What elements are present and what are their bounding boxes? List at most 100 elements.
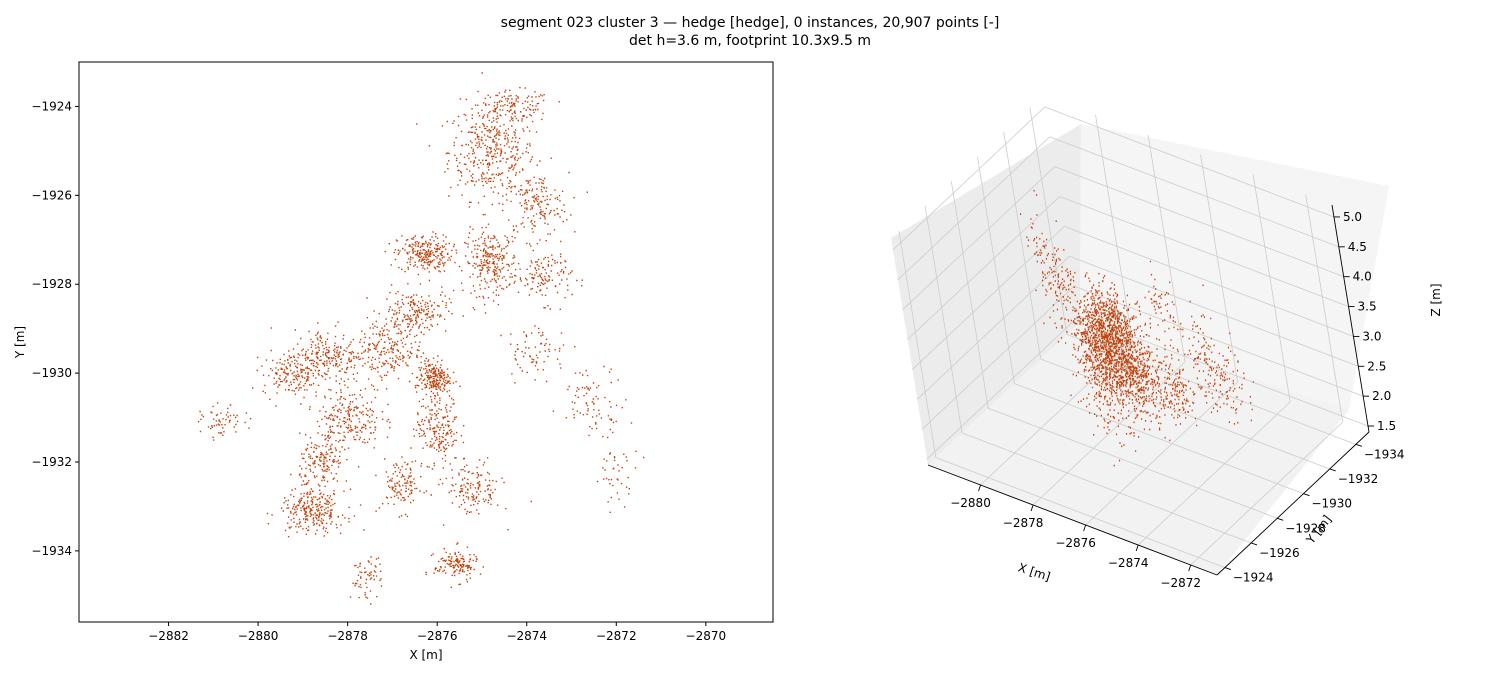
top-view-scatter-plot: −2882 −2880 −2878 −2876 −2874 −2872 −2870 −192… bbox=[13, 61, 774, 662]
3d-y-tick-mark bbox=[1250, 542, 1258, 546]
top-view-x-tick-label: −2870 bbox=[686, 629, 727, 643]
top-view-x-tick-label: −2878 bbox=[327, 629, 368, 643]
top-view-x-tick-label: −2874 bbox=[506, 629, 547, 643]
3d-gridline bbox=[897, 136, 1051, 281]
top-view-points bbox=[197, 72, 645, 605]
3d-z-ticks: 1.5 2.0 2.5 3.0 3.5 4.0 4.5 5.0 bbox=[1333, 210, 1396, 433]
3d-z-tick-label: 5.0 bbox=[1343, 210, 1362, 224]
3d-gridline bbox=[924, 205, 963, 434]
3d-gridlines bbox=[892, 106, 1369, 568]
3d-gridline bbox=[1049, 136, 1339, 248]
3d-gridline bbox=[1074, 285, 1364, 397]
3d-gridline bbox=[921, 285, 1075, 430]
3d-gridline bbox=[902, 166, 1055, 310]
3d-y-tick-label: −1924 bbox=[1233, 571, 1274, 585]
3d-gridline bbox=[935, 457, 1226, 568]
3d-x-tick-label: −2872 bbox=[1160, 576, 1201, 590]
3d-gridline bbox=[898, 230, 937, 458]
3d-z-tick-label: 3.0 bbox=[1362, 329, 1381, 343]
3d-x-tick-mark bbox=[978, 484, 981, 492]
3d-gridline bbox=[1064, 226, 1354, 337]
3d-gridline bbox=[926, 315, 1080, 460]
top-view-y-axis-label: Y [m] bbox=[13, 326, 27, 359]
3d-gridline bbox=[988, 407, 1278, 519]
top-view-y-tick-label: −1928 bbox=[31, 277, 72, 291]
3d-gridline bbox=[1054, 166, 1344, 278]
3d-gridline bbox=[1200, 154, 1239, 383]
3d-gridline bbox=[1252, 174, 1291, 403]
figure-title-line-2: det h=3.6 m, footprint 10.3x9.5 m bbox=[629, 33, 871, 49]
top-view-point-cloud bbox=[197, 72, 645, 605]
3d-gridline bbox=[1147, 134, 1186, 363]
top-view-y-tick-label: −1924 bbox=[31, 99, 72, 113]
3d-z-tick-label: 4.0 bbox=[1353, 270, 1372, 284]
3d-y-ticks: −1924 −1926 −1928 −1930 −1932 −1934 bbox=[1224, 443, 1405, 585]
3d-axis-lines bbox=[927, 204, 1370, 576]
3d-z-axis-label: Z [m] bbox=[1429, 283, 1443, 316]
3d-x-tick-mark bbox=[1135, 544, 1139, 552]
3d-y-tick-label: −1926 bbox=[1259, 546, 1300, 560]
top-view-axes-frame bbox=[78, 61, 774, 623]
3d-gridline bbox=[1069, 255, 1359, 367]
3d-gridline bbox=[917, 255, 1070, 400]
3d-y-tick-mark bbox=[1277, 517, 1284, 521]
3d-gridline bbox=[1059, 196, 1349, 307]
top-view-x-axis-label: X [m] bbox=[409, 648, 442, 662]
3d-x-tick-label: −2874 bbox=[1108, 556, 1149, 570]
top-view-x-tick-label: −2876 bbox=[417, 629, 458, 643]
3d-gridline bbox=[1044, 106, 1335, 218]
3d-gridline bbox=[1029, 107, 1068, 335]
3d-gridline bbox=[1137, 401, 1291, 546]
perspective-3d-scatter-plot: −2880−2878−2876−2874−2872 −1924−1926−192… bbox=[891, 106, 1443, 590]
3d-gridline bbox=[892, 106, 1046, 251]
3d-x-axis-label: X [m] bbox=[1016, 560, 1052, 584]
3d-x-tick-mark bbox=[1030, 504, 1034, 512]
3d-z-tick-label: 2.0 bbox=[1372, 389, 1391, 403]
top-view-y-ticks: −1924 −1926 −1928 −1930 −1932 −1934 bbox=[31, 99, 79, 558]
3d-x-tick-mark bbox=[1188, 564, 1192, 572]
3d-gridline bbox=[1003, 131, 1042, 360]
3d-floor-pane bbox=[928, 322, 1349, 575]
top-view-y-tick-label: −1934 bbox=[31, 544, 72, 558]
3d-gridline bbox=[912, 226, 1065, 370]
3d-z-tick-label: 1.5 bbox=[1377, 419, 1396, 433]
3d-y-tick-label: −1930 bbox=[1311, 497, 1352, 511]
3d-y-tick-label: −1932 bbox=[1338, 472, 1379, 486]
3d-y-axis-line bbox=[1216, 431, 1370, 576]
3d-y-tick-mark bbox=[1224, 567, 1232, 571]
3d-gridline bbox=[950, 181, 989, 409]
3d-x-tick-label: −2876 bbox=[1055, 536, 1096, 550]
3d-x-tick-label: −2880 bbox=[950, 496, 991, 510]
3d-x-tick-mark bbox=[1083, 524, 1087, 532]
top-view-x-ticks: −2882 −2880 −2878 −2876 −2874 −2872 −2870 bbox=[148, 622, 726, 643]
3d-y-tick-mark bbox=[1329, 468, 1336, 472]
top-view-x-tick-label: −2872 bbox=[596, 629, 637, 643]
3d-gridline bbox=[1305, 194, 1344, 423]
3d-gridline bbox=[1085, 381, 1238, 526]
3d-gridline bbox=[1095, 114, 1133, 343]
top-view-y-tick-label: −1930 bbox=[31, 366, 72, 380]
3d-z-axis-line bbox=[1331, 204, 1370, 433]
3d-gridline bbox=[977, 156, 1015, 384]
figure-title-line-1: segment 023 cluster 3 — hedge [hedge], 0… bbox=[501, 15, 1000, 31]
3d-gridline bbox=[1032, 361, 1186, 506]
3d-x-axis-line bbox=[927, 464, 1218, 576]
top-view-y-tick-label: −1926 bbox=[31, 188, 72, 202]
top-view-x-tick-label: −2880 bbox=[238, 629, 279, 643]
3d-z-tick-label: 4.5 bbox=[1348, 240, 1367, 254]
3d-y-tick-mark bbox=[1303, 493, 1310, 497]
3d-gridline bbox=[1014, 383, 1304, 495]
3d-gridline bbox=[1190, 421, 1344, 566]
3d-z-tick-label: 2.5 bbox=[1367, 359, 1386, 373]
3d-gridline bbox=[980, 341, 1133, 486]
3d-z-tick-label: 3.5 bbox=[1358, 300, 1377, 314]
3d-y-tick-label: −1928 bbox=[1285, 521, 1326, 535]
3d-gridline bbox=[961, 432, 1252, 544]
top-view-x-tick-label: −2882 bbox=[148, 629, 189, 643]
3d-x-tick-label: −2878 bbox=[1003, 516, 1044, 530]
top-view-y-tick-label: −1932 bbox=[31, 455, 72, 469]
3d-y-tick-label: −1934 bbox=[1364, 447, 1405, 461]
3d-gridline bbox=[907, 196, 1060, 340]
3d-x-ticks: −2880 −2878 −2876 −2874 −2872 bbox=[950, 484, 1201, 590]
